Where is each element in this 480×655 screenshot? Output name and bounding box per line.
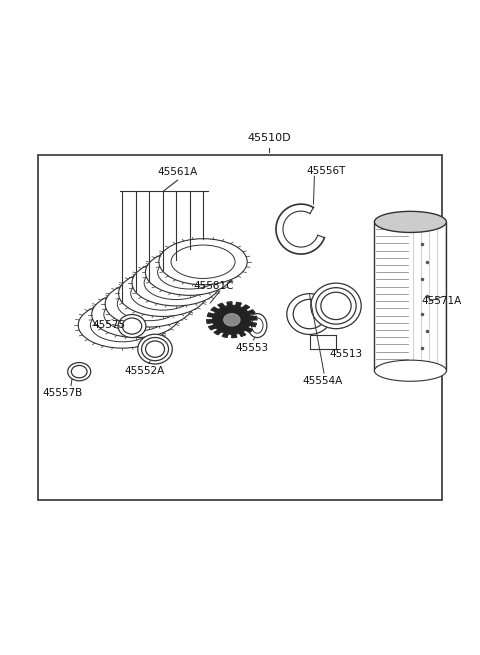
Polygon shape: [207, 320, 213, 324]
Ellipse shape: [157, 255, 222, 289]
Ellipse shape: [287, 293, 333, 335]
Ellipse shape: [105, 281, 193, 327]
Ellipse shape: [171, 245, 235, 278]
Ellipse shape: [316, 288, 356, 324]
Ellipse shape: [72, 365, 87, 378]
Text: 45510D: 45510D: [247, 133, 290, 143]
Ellipse shape: [145, 341, 165, 357]
Ellipse shape: [293, 299, 326, 329]
Ellipse shape: [144, 266, 208, 299]
Ellipse shape: [132, 260, 220, 306]
Polygon shape: [218, 303, 225, 308]
Text: 45513: 45513: [329, 349, 362, 359]
Ellipse shape: [374, 360, 446, 381]
Polygon shape: [222, 333, 228, 337]
Polygon shape: [250, 323, 256, 327]
Polygon shape: [209, 326, 216, 329]
Text: 45581C: 45581C: [193, 280, 234, 291]
Ellipse shape: [138, 334, 172, 364]
Text: 45553: 45553: [235, 343, 269, 353]
Ellipse shape: [118, 314, 146, 337]
Ellipse shape: [213, 305, 251, 334]
Ellipse shape: [248, 314, 267, 337]
Text: 45561A: 45561A: [157, 167, 198, 177]
Ellipse shape: [145, 250, 234, 295]
Ellipse shape: [104, 298, 168, 331]
Polygon shape: [236, 303, 241, 307]
Ellipse shape: [224, 314, 240, 326]
Polygon shape: [242, 305, 250, 310]
Polygon shape: [245, 328, 252, 332]
Text: 45557B: 45557B: [42, 388, 83, 398]
Ellipse shape: [68, 362, 91, 381]
Polygon shape: [239, 332, 246, 336]
Ellipse shape: [131, 276, 195, 310]
Ellipse shape: [159, 238, 247, 285]
Ellipse shape: [119, 271, 207, 316]
Polygon shape: [207, 313, 214, 317]
Ellipse shape: [252, 318, 263, 333]
Text: 45556T: 45556T: [306, 166, 346, 176]
Polygon shape: [248, 310, 255, 314]
Polygon shape: [214, 330, 221, 335]
Polygon shape: [251, 316, 257, 320]
Ellipse shape: [92, 291, 180, 337]
Text: 45575: 45575: [93, 320, 126, 329]
Text: 45571A: 45571A: [421, 296, 462, 306]
Ellipse shape: [374, 212, 446, 233]
Ellipse shape: [142, 337, 168, 361]
Text: 45552A: 45552A: [125, 366, 165, 376]
Polygon shape: [227, 302, 232, 306]
Polygon shape: [211, 307, 218, 312]
Ellipse shape: [117, 288, 181, 321]
Polygon shape: [232, 334, 237, 337]
Bar: [38, 155, 442, 500]
Ellipse shape: [321, 292, 351, 320]
Ellipse shape: [311, 283, 361, 329]
Ellipse shape: [122, 318, 142, 334]
Ellipse shape: [90, 309, 155, 342]
Text: 45554A: 45554A: [302, 375, 343, 386]
Bar: [374, 222, 446, 371]
Ellipse shape: [78, 302, 167, 348]
